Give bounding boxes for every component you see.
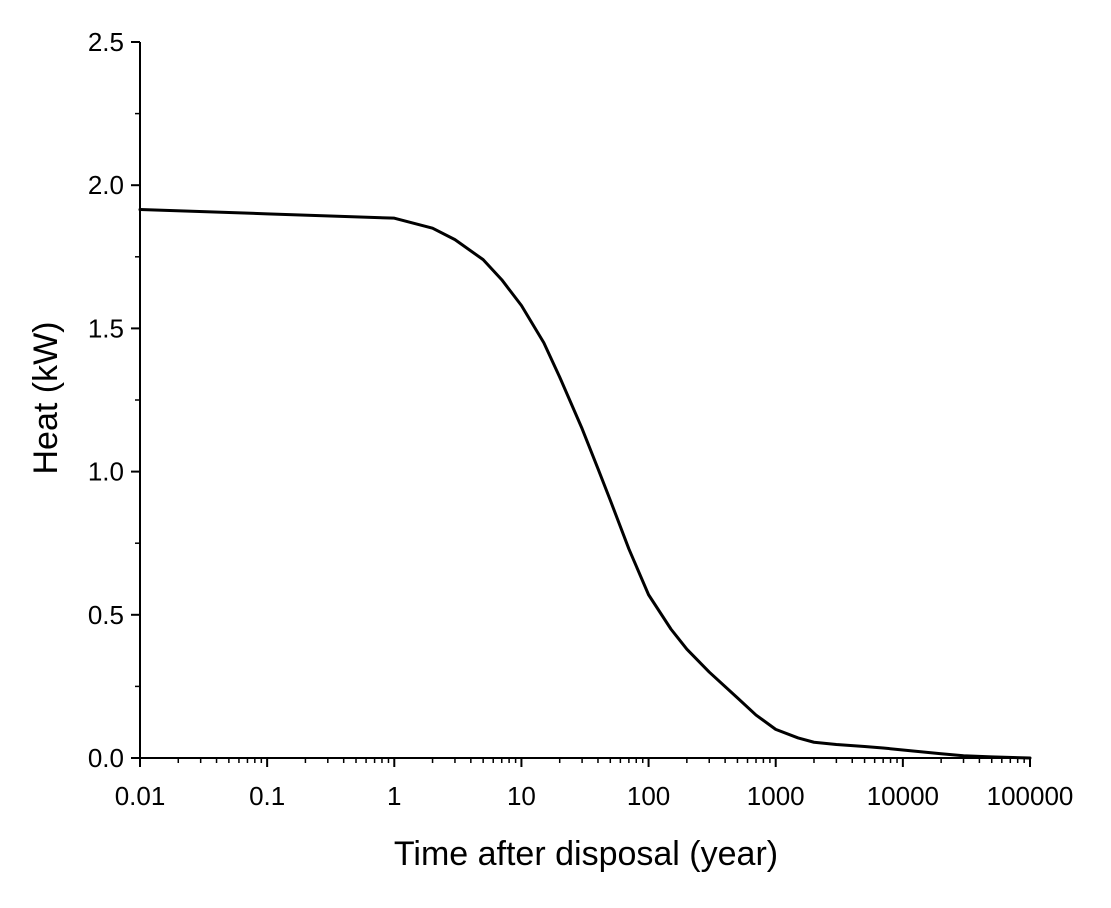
axes xyxy=(139,42,1030,759)
y-tick-label: 1.5 xyxy=(88,313,124,343)
x-tick-label: 100000 xyxy=(987,781,1074,811)
series xyxy=(138,208,1032,760)
y-tick-label: 0.0 xyxy=(88,743,124,773)
y-tick-label: 2.0 xyxy=(88,170,124,200)
y-axis-title: Heat (kW) xyxy=(27,322,65,475)
x-tick-label: 0.01 xyxy=(115,781,166,811)
x-tick-label: 0.1 xyxy=(249,781,285,811)
x-tick-label: 10000 xyxy=(867,781,939,811)
ticks xyxy=(131,41,1031,767)
heat-series-line xyxy=(138,208,1032,760)
x-tick-label: 1 xyxy=(387,781,401,811)
x-tick-label: 10 xyxy=(507,781,536,811)
y-tick-label: 2.5 xyxy=(88,27,124,57)
tick-labels: 0.0 0.5 1.0 1.5 2.0 2.5 0.01 0.1 1 10 100 1000 10000… xyxy=(88,27,1074,811)
x-tick-label: 1000 xyxy=(747,781,805,811)
x-axis-title: Time after disposal (year) xyxy=(394,835,778,873)
y-tick-label: 0.5 xyxy=(88,600,124,630)
y-tick-label: 1.0 xyxy=(88,457,124,487)
x-tick-label: 100 xyxy=(627,781,670,811)
